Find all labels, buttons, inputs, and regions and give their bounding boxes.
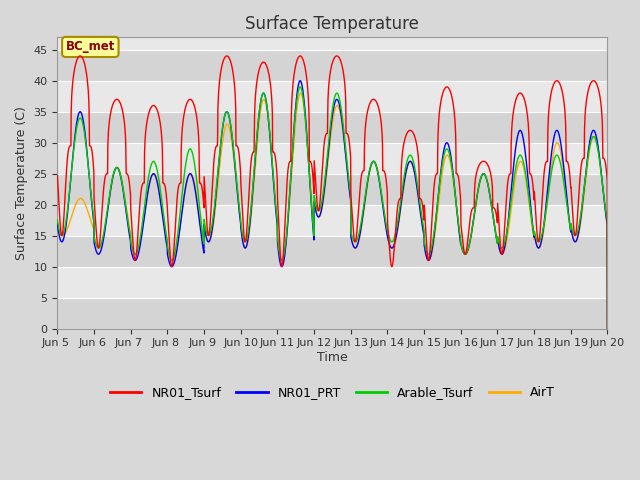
Bar [58, 50, 607, 81]
Legend: NR01_Tsurf, NR01_PRT, Arable_Tsurf, AirT: NR01_Tsurf, NR01_PRT, Arable_Tsurf, AirT [105, 382, 559, 405]
Y-axis label: Surface Temperature (C): Surface Temperature (C) [15, 106, 28, 260]
Text: BC_met: BC_met [66, 40, 115, 53]
Bar [58, 174, 607, 204]
Bar [58, 298, 607, 329]
Title: Surface Temperature: Surface Temperature [246, 15, 419, 33]
Bar [58, 112, 607, 143]
Bar [58, 236, 607, 266]
X-axis label: Time: Time [317, 351, 348, 364]
